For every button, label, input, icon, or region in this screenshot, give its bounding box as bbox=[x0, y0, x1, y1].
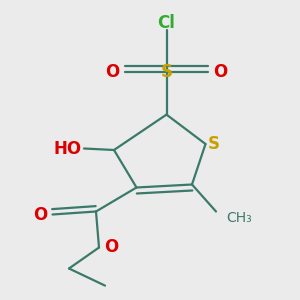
Text: CH₃: CH₃ bbox=[226, 211, 252, 224]
Text: O: O bbox=[33, 206, 48, 224]
Text: S: S bbox=[208, 135, 220, 153]
Text: S: S bbox=[160, 63, 172, 81]
Text: O: O bbox=[104, 238, 118, 256]
Text: O: O bbox=[105, 63, 120, 81]
Text: Cl: Cl bbox=[158, 14, 175, 32]
Text: HO: HO bbox=[53, 140, 82, 158]
Text: O: O bbox=[213, 63, 228, 81]
